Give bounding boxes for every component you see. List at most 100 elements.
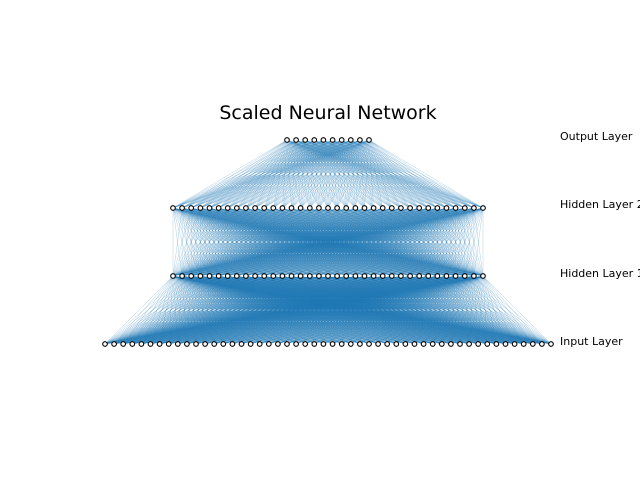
- neuron-layer-3-node-9: [366, 137, 372, 143]
- neuron-layer-2-node-10: [261, 205, 268, 211]
- neuron-layer-0-node-31: [384, 341, 391, 347]
- neuron-layer-0-node-47: [529, 341, 536, 347]
- layer-label-hidden-2: Hidden Layer 2: [560, 198, 640, 211]
- neuron-layer-0-node-38: [448, 341, 454, 347]
- neuron-layer-0-node-13: [220, 341, 227, 347]
- neuron-layer-2-node-27: [416, 205, 423, 211]
- neuron-layer-0-node-17: [256, 341, 263, 347]
- neuron-layer-2-node-19: [343, 205, 350, 211]
- neuron-layer-1-node-3: [197, 273, 204, 279]
- neuron-layer-0-node-15: [238, 341, 245, 347]
- neurons-group: [102, 137, 554, 347]
- neuron-layer-0-node-33: [402, 341, 409, 347]
- neuron-layer-1-node-20: [352, 273, 359, 279]
- neuron-layer-1-node-27: [416, 273, 423, 279]
- neuron-layer-2-node-21: [361, 205, 368, 211]
- neuron-layer-0-node-3: [129, 341, 136, 347]
- neuron-layer-2-node-8: [243, 205, 249, 211]
- neuron-layer-1-node-31: [452, 273, 459, 279]
- neuron-layer-0-node-46: [520, 341, 527, 347]
- neuron-layer-2-node-14: [297, 205, 304, 211]
- neuron-layer-1-node-7: [233, 273, 240, 279]
- neuron-layer-0-node-48: [539, 341, 545, 347]
- layer-label-hidden-1: Hidden Layer 1: [560, 267, 640, 280]
- neuron-layer-1-node-16: [316, 273, 322, 279]
- connection-edges: [104, 139, 552, 345]
- neuron-layer-2-node-7: [233, 205, 240, 211]
- neuron-layer-2-node-28: [425, 205, 432, 211]
- neuron-layer-0-node-14: [229, 341, 236, 347]
- neuron-layer-0-node-1: [111, 341, 117, 347]
- neuron-layer-2-node-13: [288, 205, 295, 211]
- edges-layer-2-to-3: [172, 139, 484, 209]
- neuron-layer-0-node-0: [102, 341, 108, 347]
- neuron-layer-2-node-22: [370, 205, 377, 211]
- neuron-layer-0-node-4: [138, 341, 145, 347]
- neuron-layer-1-node-18: [334, 273, 340, 279]
- neuron-layer-3-node-0: [284, 137, 290, 143]
- neuron-layer-1-node-13: [288, 273, 295, 279]
- neuron-layer-0-node-26: [338, 341, 345, 347]
- neuron-layer-2-node-29: [434, 205, 441, 211]
- neuron-layer-2-node-12: [279, 205, 286, 211]
- neuron-layer-0-node-36: [429, 341, 436, 347]
- neuron-layer-1-node-25: [398, 273, 404, 279]
- neuron-layer-2-node-3: [197, 205, 204, 211]
- neuron-layer-0-node-7: [165, 341, 172, 347]
- neuron-layer-1-node-0: [170, 273, 176, 279]
- neuron-layer-2-node-1: [179, 205, 185, 211]
- neuron-layer-1-node-6: [224, 273, 231, 279]
- neuron-layer-1-node-8: [243, 273, 249, 279]
- neuron-layer-0-node-12: [211, 341, 218, 347]
- neuron-layer-0-node-32: [393, 341, 400, 347]
- neuron-layer-1-node-34: [480, 273, 486, 279]
- edges-layer-0-to-1: [104, 275, 552, 345]
- neuron-layer-1-node-23: [379, 273, 386, 279]
- neuron-layer-0-node-8: [174, 341, 181, 347]
- neuron-layer-3-node-3: [311, 137, 318, 143]
- neuron-layer-2-node-16: [316, 205, 322, 211]
- neuron-layer-2-node-26: [407, 205, 413, 211]
- neuron-layer-2-node-0: [170, 205, 176, 211]
- neuron-layer-3-node-8: [357, 137, 363, 143]
- neuron-layer-2-node-5: [215, 205, 222, 211]
- neuron-layer-3-node-4: [320, 137, 327, 143]
- neuron-layer-2-node-30: [443, 205, 450, 211]
- neuron-layer-0-node-29: [366, 341, 372, 347]
- layer-label-output: Output Layer: [560, 130, 633, 143]
- neuron-layer-2-node-25: [398, 205, 404, 211]
- neuron-layer-1-node-32: [461, 273, 468, 279]
- neuron-layer-0-node-43: [493, 341, 500, 347]
- neuron-layer-2-node-20: [352, 205, 359, 211]
- neuron-layer-0-node-45: [511, 341, 518, 347]
- neuron-layer-3-node-5: [329, 137, 336, 143]
- neuron-layer-1-node-17: [325, 273, 331, 279]
- neuron-layer-0-node-42: [484, 341, 491, 347]
- layer-labels: Input Layer Hidden Layer 1 Hidden Layer …: [560, 130, 640, 348]
- neuron-layer-0-node-49: [548, 341, 554, 347]
- neuron-layer-1-node-19: [343, 273, 350, 279]
- neuron-layer-0-node-30: [375, 341, 381, 347]
- neuron-layer-0-node-23: [311, 341, 318, 347]
- neuron-layer-3-node-7: [347, 137, 354, 143]
- neuron-layer-2-node-4: [206, 205, 213, 211]
- neuron-layer-1-node-12: [279, 273, 286, 279]
- neuron-layer-0-node-19: [275, 341, 281, 347]
- neuron-layer-0-node-34: [411, 341, 418, 347]
- neuron-layer-0-node-21: [293, 341, 299, 347]
- neuron-layer-1-node-30: [443, 273, 450, 279]
- neuron-layer-0-node-16: [247, 341, 254, 347]
- neuron-layer-2-node-6: [224, 205, 231, 211]
- neuron-layer-1-node-22: [370, 273, 377, 279]
- neuron-layer-1-node-21: [361, 273, 368, 279]
- neuron-layer-2-node-34: [480, 205, 486, 211]
- neuron-layer-2-node-9: [252, 205, 258, 211]
- neuron-layer-0-node-24: [320, 341, 327, 347]
- neuron-layer-3-node-1: [293, 137, 299, 143]
- neuron-layer-2-node-15: [306, 205, 313, 211]
- neuron-layer-0-node-25: [329, 341, 336, 347]
- diagram-title: Scaled Neural Network: [219, 102, 436, 124]
- neuron-layer-2-node-31: [452, 205, 459, 211]
- neuron-layer-2-node-23: [379, 205, 386, 211]
